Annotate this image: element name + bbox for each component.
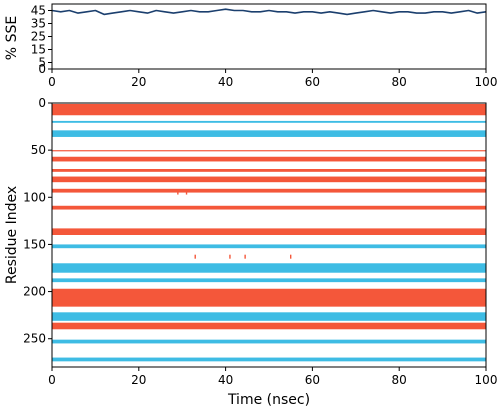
ss-x-tick-label: 40 (218, 373, 233, 387)
sse-y-tick-label: 25 (31, 30, 46, 44)
sse-ylabel: % SSE (4, 16, 20, 60)
sse-y-tick-label: 0 (38, 62, 46, 76)
helix-band (52, 205, 486, 210)
ss-y-tick-label: 150 (23, 237, 46, 251)
sse-series-line (51, 8, 487, 16)
sse-x-tick-label: 60 (305, 75, 320, 89)
ss-x-ticks: 0 20 40 60 80 100 (48, 367, 497, 387)
sse-y-tick-label: 5 (38, 56, 46, 70)
ss-x-tick-label: 20 (131, 373, 146, 387)
strand-band (52, 263, 486, 273)
helix-spot (290, 254, 292, 259)
sse-x-tick-label: 80 (392, 75, 407, 89)
sse-x-tick-label: 0 (48, 75, 56, 89)
strand-band (52, 244, 486, 249)
sse-y-tick-label: 15 (31, 43, 46, 57)
helix-band (52, 156, 486, 162)
ss-y-tick-label: 250 (23, 332, 46, 346)
ss-y-tick-label: 100 (23, 190, 46, 204)
ss-x-tick-label: 80 (392, 373, 407, 387)
structure-bands (52, 103, 486, 362)
helix-band (52, 103, 486, 116)
sse-x-tick-label: 20 (131, 75, 146, 89)
helix-spot (244, 254, 246, 259)
ss-x-tick-label: 0 (48, 373, 56, 387)
ss-plot-frame (51, 102, 487, 368)
strand-band (52, 120, 486, 123)
ss-xlabel: Time (nsec) (227, 392, 310, 408)
sse-y-tick-label: 45 (31, 4, 46, 18)
ss-y-tick-label: 50 (31, 143, 46, 157)
structure-spots (177, 190, 292, 259)
helix-spot (229, 254, 231, 259)
ss-y-tick-label: 200 (23, 285, 46, 299)
strand-band (52, 339, 486, 344)
ss-x-tick-label: 60 (305, 373, 320, 387)
strand-band (52, 312, 486, 321)
sse-plot-frame (51, 3, 487, 70)
sse-x-tick-label: 100 (475, 75, 498, 89)
strand-band (52, 278, 486, 283)
helix-band (52, 322, 486, 330)
helix-spot (177, 190, 179, 195)
ss-ylabel: Residue Index (4, 186, 20, 284)
ss-x-tick-label: 100 (475, 373, 498, 387)
helix-spot (194, 254, 196, 259)
helix-spot (185, 190, 188, 195)
helix-band (52, 176, 486, 183)
helix-band (52, 228, 486, 235)
sse-x-tick-label: 40 (218, 75, 233, 89)
helix-band (52, 150, 486, 152)
secondary-structure-chart: 0 50 100 150 200 250 0 20 40 60 80 100 Residue Ind… (4, 96, 497, 408)
helix-band (52, 169, 486, 172)
helix-band (52, 288, 486, 307)
strand-band (52, 130, 486, 137)
ss-y-tick-label: 0 (38, 96, 46, 110)
helix-band (52, 188, 486, 193)
sse-y-tick-label: 35 (31, 17, 46, 31)
sse-x-ticks: 0 20 40 60 80 100 (48, 69, 497, 89)
strand-band (52, 357, 486, 362)
ss-y-ticks: 0 50 100 150 200 250 (23, 96, 52, 346)
